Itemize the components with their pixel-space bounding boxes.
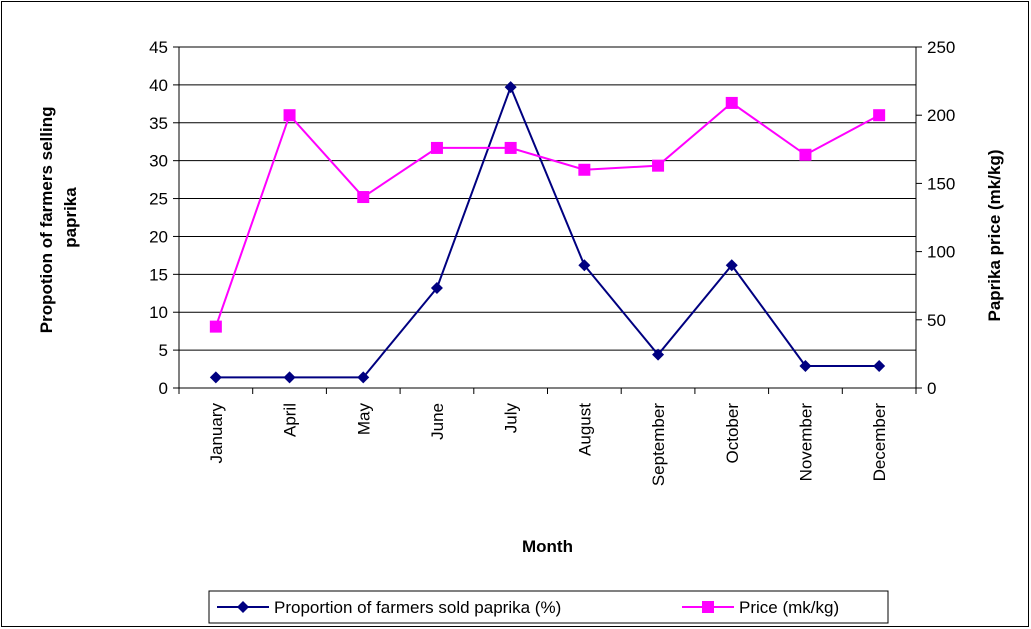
y-left-tick-label: 0 (159, 379, 168, 398)
legend-box (208, 590, 889, 624)
y-axis-left-title-line-2: paprika (61, 187, 80, 248)
x-tick-label: January (207, 403, 226, 464)
y-right-tick-label: 250 (927, 38, 955, 57)
data-point-square (283, 109, 296, 122)
y-right-tick-label: 200 (927, 106, 955, 125)
data-point-diamond (430, 281, 443, 294)
legend-marker-square (702, 601, 714, 613)
y-axis-left-title: Propotion of farmers selling paprika (37, 102, 80, 333)
y-left-tick-label: 25 (149, 190, 168, 209)
x-tick-label: June (428, 403, 447, 440)
series-line (214, 101, 880, 327)
data-point-diamond (283, 371, 296, 384)
y-right-tick-label: 0 (927, 379, 936, 398)
legend-item-1: Proportion of farmers sold paprika (%) (217, 598, 561, 617)
data-point-square (578, 163, 591, 176)
y-left-tick-label: 30 (149, 152, 168, 171)
y-left-tick-label: 45 (149, 38, 168, 57)
legend-item-2: Price (mk/kg) (682, 598, 839, 617)
y-axis-right-title: Paprika price (mk/kg) (985, 150, 1004, 322)
data-point-square (209, 320, 222, 333)
data-point-square (357, 191, 370, 204)
data-point-square (725, 96, 738, 109)
data-point-diamond (799, 360, 812, 373)
data-point-square (799, 148, 812, 161)
series-line (215, 84, 880, 379)
y-left-tick-label: 35 (149, 114, 168, 133)
data-point-square (430, 141, 443, 154)
x-tick-label: April (281, 403, 300, 437)
legend-marker-diamond (237, 601, 249, 613)
axis-ticks: 0 5 10 15 20 25 30 35 40 45 0 50 100 150 200 250 January… (149, 38, 955, 486)
data-point-diamond (725, 259, 738, 272)
y-left-tick-label: 5 (159, 341, 168, 360)
x-tick-label: December (870, 403, 889, 482)
data-point-diamond (357, 371, 370, 384)
x-tick-label: May (354, 403, 373, 436)
data-point-square (873, 109, 886, 122)
data-point-diamond (873, 360, 886, 373)
legend: Proportion of farmers sold paprika (%) Pr… (208, 590, 889, 624)
y-right-tick-label: 150 (927, 174, 955, 193)
y-left-tick-label: 10 (149, 303, 168, 322)
series-2 (209, 96, 886, 333)
y-left-tick-label: 15 (149, 265, 168, 284)
data-point-square (652, 159, 665, 172)
series-1 (209, 81, 886, 384)
data-point-diamond (209, 371, 222, 384)
y-right-tick-label: 100 (927, 243, 955, 262)
data-point-diamond (578, 259, 591, 272)
y-axis-left-title-line-1: Propotion of farmers selling (37, 107, 56, 334)
x-tick-label: November (796, 403, 815, 482)
series-layer (209, 81, 886, 384)
data-point-square (504, 141, 517, 154)
legend-label: Price (mk/kg) (739, 598, 839, 617)
x-tick-label: October (723, 403, 742, 464)
legend-label: Proportion of farmers sold paprika (%) (274, 598, 561, 617)
data-point-diamond (652, 348, 665, 361)
gridlines (179, 46, 916, 389)
x-tick-label: July (502, 403, 521, 434)
y-left-tick-label: 20 (149, 227, 168, 246)
y-right-tick-label: 50 (927, 311, 946, 330)
data-point-diamond (504, 81, 517, 94)
x-axis-title: Month (522, 537, 573, 556)
plot-area-border (178, 46, 917, 389)
y-left-tick-label: 40 (149, 76, 168, 95)
x-tick-label: September (649, 403, 668, 486)
x-tick-label: August (575, 403, 594, 456)
